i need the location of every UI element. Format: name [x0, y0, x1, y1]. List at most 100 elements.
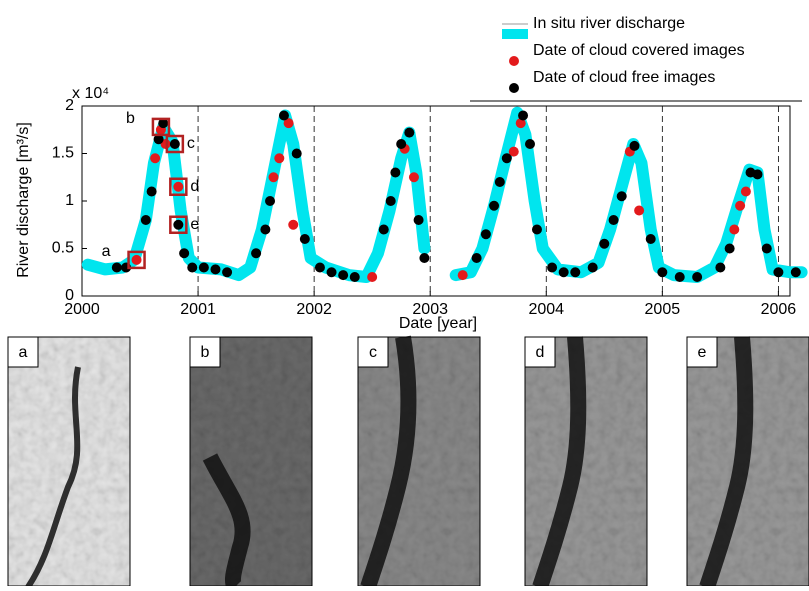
image-date-dot: [140, 215, 151, 225]
image-date-dot: [367, 272, 378, 282]
image-river: [699, 336, 754, 590]
image-date-dot: [268, 172, 279, 183]
panel-label-box: [7, 336, 39, 368]
image-date-dot: [111, 262, 122, 273]
image-date-dot: [187, 262, 198, 273]
image-date-dot: [131, 254, 142, 265]
image-date-dot: [501, 153, 512, 164]
image-date-dot: [338, 270, 349, 281]
image-river: [202, 453, 251, 591]
panel-label-box: [189, 336, 221, 368]
image-date-dot: [349, 272, 360, 282]
annotation-label: c: [187, 135, 195, 152]
panel-label: a: [19, 344, 28, 361]
image-date-dot: [278, 110, 289, 121]
x-tick-label: 2003: [412, 301, 448, 318]
image-date-dot: [531, 224, 542, 235]
image-date-dot: [729, 224, 740, 235]
legend-swatch: [509, 56, 519, 66]
image-date-dot: [210, 264, 221, 275]
image-date-dot: [657, 267, 668, 278]
y-tick-label: 1: [65, 192, 74, 209]
panel-label-box: [357, 336, 389, 368]
image-date-dot: [198, 262, 209, 273]
annotation-label: e: [190, 216, 199, 233]
image-date-dot: [616, 191, 627, 202]
annotation-box: [127, 250, 146, 270]
image-date-dot: [260, 224, 271, 235]
image-date-dot: [570, 267, 581, 278]
legend: In situ river discharge Date of cloud cov…: [470, 15, 802, 102]
image-date-dot: [408, 172, 419, 183]
image-date-dot: [314, 262, 325, 273]
image-background: [8, 337, 130, 586]
image-panel: a: [7, 336, 131, 589]
image-date-dot: [599, 238, 610, 249]
image-panel: b: [189, 336, 313, 591]
image-date-dot: [634, 205, 645, 216]
image-date-dot: [283, 118, 294, 129]
image-date-dot: [515, 118, 526, 129]
image-date-dot: [508, 146, 519, 157]
image-date-dot: [222, 267, 233, 278]
y-tick-label: 2: [65, 97, 74, 114]
image-date-dot: [404, 127, 415, 138]
image-date-dot: [326, 267, 337, 278]
panel-label-box: [524, 336, 556, 368]
annotation-label: a: [102, 243, 111, 260]
image-date-dot: [715, 262, 726, 273]
x-tick-label: 2001: [180, 301, 216, 318]
image-date-dot: [179, 248, 190, 259]
image-panel: d: [524, 336, 648, 590]
x-axis-label: Date [year]: [399, 315, 477, 332]
annotation-label: b: [126, 110, 135, 127]
panel-label-box: [686, 336, 718, 368]
legend-label: Date of cloud covered images: [533, 42, 745, 59]
y-tick-label: 0: [65, 287, 74, 304]
image-date-dot: [558, 267, 569, 278]
annotation-box: [169, 215, 188, 234]
image-date-dot: [629, 140, 640, 151]
image-date-dot: [773, 267, 784, 278]
image-date-dot: [608, 215, 619, 225]
image-date-dot: [735, 200, 746, 211]
image-date-dot: [547, 262, 558, 273]
legend-label: In situ river discharge: [533, 15, 685, 32]
y-tick-label: 1.5: [52, 145, 74, 162]
image-date-dot: [396, 139, 407, 149]
image-date-dot: [587, 262, 598, 273]
image-date-dot: [146, 186, 157, 197]
legend-label: Date of cloud free images: [533, 69, 715, 86]
plot-frame: [81, 105, 791, 297]
image-date-dot: [752, 169, 763, 180]
panel-label: e: [698, 344, 707, 361]
image-date-dot: [724, 243, 735, 254]
annotation-box: [151, 117, 171, 137]
image-date-dot: [378, 224, 389, 235]
image-date-dot: [288, 219, 299, 230]
image-date-dot: [494, 177, 505, 187]
image-date-dot: [457, 270, 468, 281]
legend-swatch: [509, 83, 519, 93]
image-date-dot: [413, 215, 424, 225]
image-date-dot: [173, 181, 184, 192]
image-date-dot: [390, 167, 401, 178]
image-date-dot: [692, 272, 703, 282]
panel-label: c: [369, 344, 377, 361]
x-tick-label: 2005: [645, 301, 681, 318]
x-tick-label: 2000: [64, 301, 100, 318]
image-date-dot: [265, 196, 276, 206]
image-date-dot: [740, 186, 751, 197]
annotation-box: [169, 177, 188, 196]
image-date-dot: [291, 148, 302, 159]
image-date-dot: [169, 139, 180, 149]
image-date-dot: [158, 118, 169, 129]
image-date-dot: [385, 196, 396, 206]
image-date-dot: [761, 243, 772, 254]
image-date-dot: [518, 110, 529, 121]
x-tick-label: 2006: [761, 301, 797, 318]
image-date-dot: [489, 200, 500, 211]
image-date-dot: [150, 153, 161, 164]
